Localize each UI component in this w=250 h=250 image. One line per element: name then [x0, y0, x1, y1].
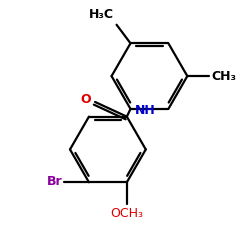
Text: H₃C: H₃C — [89, 8, 114, 21]
Text: Br: Br — [46, 174, 62, 188]
Text: CH₃: CH₃ — [212, 70, 237, 82]
Text: O: O — [81, 93, 92, 106]
Text: NH: NH — [135, 104, 156, 117]
Text: OCH₃: OCH₃ — [110, 207, 143, 220]
